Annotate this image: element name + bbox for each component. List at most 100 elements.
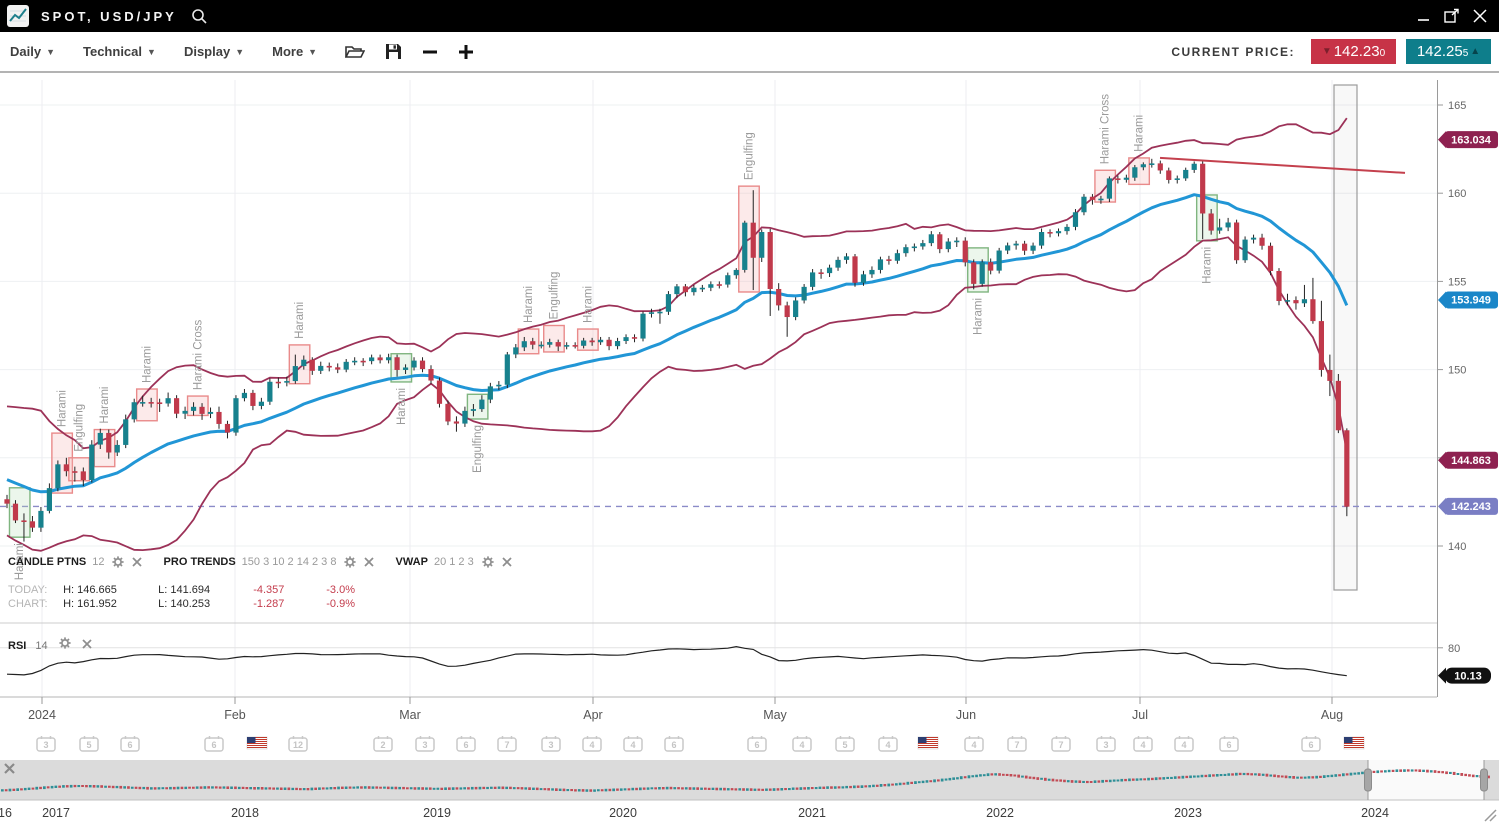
technical-menu[interactable]: Technical ▼: [83, 44, 156, 59]
instrument-title: SPOT, USD/JPY: [41, 8, 177, 24]
calendar-event-icon[interactable]: 2: [373, 736, 393, 752]
zoom-in-button[interactable]: [458, 44, 474, 60]
mini-candle: [1151, 777, 1154, 781]
calendar-event-icon[interactable]: 6: [204, 736, 224, 752]
search-icon[interactable]: [191, 8, 207, 24]
badge-body: [1445, 451, 1498, 469]
mini-candle: [833, 786, 837, 789]
pattern-label: Harami: [57, 390, 69, 427]
save-icon[interactable]: [385, 43, 402, 60]
calendar-event-icon[interactable]: 7: [1051, 736, 1071, 752]
close-icon[interactable]: [82, 639, 92, 649]
popout-button[interactable]: [1443, 7, 1461, 25]
mini-candle: [1330, 774, 1334, 778]
calendar-event-icon[interactable]: 5: [79, 736, 99, 752]
display-menu[interactable]: Display ▼: [184, 44, 244, 59]
calendar-event-icon[interactable]: 5: [835, 736, 855, 752]
open-folder-icon[interactable]: [345, 44, 366, 60]
gear-icon[interactable]: [482, 556, 494, 568]
mini-candle: [780, 788, 784, 791]
badge-body: [1445, 291, 1498, 309]
mini-candle: [856, 785, 860, 788]
calendar-event-icon[interactable]: 4: [1133, 736, 1153, 752]
calendar-event-icon[interactable]: 6: [747, 736, 767, 752]
close-button[interactable]: [1471, 7, 1489, 25]
candle-body: [971, 262, 977, 284]
gear-icon[interactable]: [344, 556, 357, 568]
gear-icon[interactable]: [59, 637, 71, 649]
mini-candle: [1028, 776, 1032, 779]
calendar-event-icon[interactable]: 3: [1096, 736, 1116, 752]
calendar-event-icon[interactable]: 3: [541, 736, 561, 752]
candle-body: [996, 250, 1002, 271]
minimize-button[interactable]: [1415, 7, 1433, 25]
mini-candle: [535, 787, 539, 791]
calendar-event-icon[interactable]: 7: [1007, 736, 1027, 752]
candle-body: [1225, 222, 1231, 228]
mini-candle: [119, 785, 123, 789]
flag-stripe: [918, 747, 938, 748]
candle-body: [1013, 243, 1019, 246]
brush-handle-right[interactable]: [1480, 768, 1488, 792]
close-icon[interactable]: [132, 557, 143, 567]
calendar-event-icon[interactable]: 3: [36, 736, 56, 752]
calendar-event-icon[interactable]: 4: [964, 736, 984, 752]
candle-body: [1115, 178, 1121, 180]
close-x: [4, 763, 15, 774]
flag-stripe: [247, 743, 267, 744]
zoom-out-button[interactable]: [422, 44, 438, 60]
calendar-body: [1301, 737, 1321, 752]
today-change: -4.357: [253, 584, 285, 596]
calendar-event-icon[interactable]: 4: [582, 736, 602, 752]
calendar-event-icon[interactable]: 6: [120, 736, 140, 752]
calendar-event-icon[interactable]: 4: [623, 736, 643, 752]
calendar-event-icon[interactable]: 4: [1174, 736, 1194, 752]
calendar-event-icon[interactable]: 6: [1219, 736, 1239, 752]
mini-candle: [772, 788, 776, 791]
us-flag-icon[interactable]: [1343, 736, 1365, 750]
calendar-event-icon[interactable]: 6: [664, 736, 684, 752]
candle-body: [250, 392, 256, 406]
close-icon[interactable]: [364, 557, 375, 567]
mini-candle: [448, 787, 451, 790]
mini-candle: [172, 786, 176, 790]
brush-selected-range[interactable]: [1368, 760, 1484, 800]
calendar-event-icon[interactable]: 4: [792, 736, 812, 752]
mini-candle: [593, 789, 596, 792]
calendar-event-icon[interactable]: 7: [497, 736, 517, 752]
calendar-body: [204, 737, 224, 752]
us-flag-icon[interactable]: [246, 736, 268, 750]
year-label: 2024: [1361, 806, 1389, 820]
calendar-body: [835, 737, 855, 752]
candle-body: [877, 259, 884, 270]
calendar-event-icon[interactable]: 4: [878, 736, 898, 752]
mini-candle: [1086, 780, 1089, 784]
mini-candle: [1105, 779, 1108, 783]
gear-icon[interactable]: [112, 556, 125, 568]
resize-grip-icon[interactable]: [1484, 809, 1497, 822]
more-menu[interactable]: More ▼: [272, 44, 317, 59]
calendar-event-icon[interactable]: 3: [415, 736, 435, 752]
calendar-event-icon[interactable]: 6: [456, 736, 476, 752]
brush-handle-left[interactable]: [1364, 768, 1372, 792]
calendar-body: [1096, 737, 1116, 752]
badge-pointer: [1438, 291, 1446, 309]
mini-candle: [1433, 770, 1437, 773]
calendar-event-icon[interactable]: 12: [288, 736, 308, 752]
navigator-close-button[interactable]: [4, 763, 15, 774]
mini-candle: [1361, 771, 1364, 775]
mini-candle: [1227, 773, 1231, 776]
candle-body: [1259, 237, 1265, 246]
mini-candle: [299, 788, 302, 791]
mini-candle: [65, 785, 69, 788]
mini-candle: [169, 786, 172, 790]
mini-candle: [1384, 770, 1387, 773]
us-flag-icon[interactable]: [917, 736, 939, 750]
legend-name: VWAP: [395, 556, 428, 568]
calendar-event-icon[interactable]: 6: [1301, 736, 1321, 752]
close-icon[interactable]: [502, 557, 512, 567]
mini-candle: [1177, 776, 1181, 779]
event-count: 7: [504, 740, 509, 750]
flag-stripe: [1344, 747, 1364, 748]
timeframe-menu[interactable]: Daily ▼: [10, 44, 55, 59]
